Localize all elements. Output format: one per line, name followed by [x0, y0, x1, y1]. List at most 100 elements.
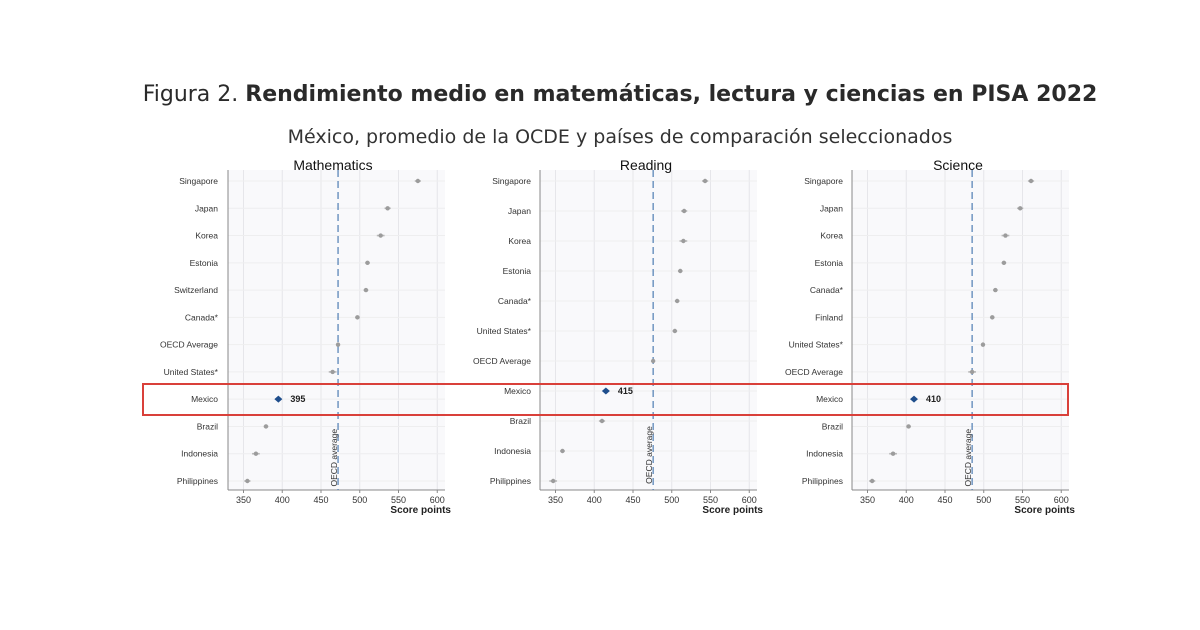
category-label: Switzerland: [174, 285, 218, 295]
x-tick-label: 350: [860, 495, 875, 505]
x-tick-label: 350: [548, 495, 563, 505]
x-tick-label: 600: [742, 495, 757, 505]
category-label: Brazil: [822, 421, 843, 431]
data-point: [681, 208, 687, 214]
x-tick-label: 450: [937, 495, 952, 505]
category-label: Singapore: [804, 176, 843, 186]
category-label: Indonesia: [181, 449, 218, 459]
data-point: [355, 315, 360, 320]
category-label: Brazil: [197, 421, 218, 431]
x-tick-label: 550: [1015, 495, 1030, 505]
x-tick-label: 500: [352, 495, 367, 505]
data-point: [378, 233, 383, 238]
category-label: United States*: [164, 367, 219, 377]
x-tick-label: 450: [313, 495, 328, 505]
category-label: Brazil: [510, 416, 531, 426]
data-point: [385, 206, 390, 211]
data-point: [681, 238, 686, 244]
data-label: 410: [926, 394, 941, 404]
category-label: Mexico: [504, 386, 531, 396]
plot-area: [852, 170, 1069, 490]
data-point: [550, 478, 556, 484]
mexico-highlight-box: [142, 383, 1069, 416]
data-point: [678, 268, 683, 274]
panel-title-reading: Reading: [620, 157, 672, 173]
x-tick-label: 600: [1054, 495, 1069, 505]
data-point: [650, 358, 656, 364]
data-point: [560, 448, 565, 454]
data-point: [993, 287, 998, 293]
category-label: United States*: [789, 340, 844, 350]
category-label: Canada*: [810, 285, 844, 295]
data-point: [702, 178, 708, 184]
x-tick-label: 400: [275, 495, 290, 505]
category-label: United States*: [477, 326, 532, 336]
data-point: [672, 328, 678, 334]
data-point-highlight: [910, 395, 918, 403]
category-label: Mexico: [191, 394, 218, 404]
oecd-average-line-label: OECD average: [329, 429, 339, 487]
category-label: Estonia: [503, 266, 532, 276]
category-label: Finland: [815, 312, 843, 322]
x-tick-label: 550: [391, 495, 406, 505]
category-label: Canada*: [185, 312, 219, 322]
panel-title-mathematics: Mathematics: [293, 157, 372, 173]
figure-subtitle: México, promedio de la OCDE y países de …: [287, 126, 953, 148]
category-label: Japan: [508, 206, 531, 216]
x-tick-label: 500: [976, 495, 991, 505]
data-point: [415, 178, 421, 184]
category-label: Estonia: [815, 258, 844, 268]
category-label: Japan: [195, 203, 218, 213]
data-point-highlight: [601, 387, 610, 395]
plot-area: [228, 170, 445, 490]
data-point: [1001, 260, 1007, 266]
category-label: Indonesia: [806, 449, 843, 459]
chart-panel-mathematics: OECD average Mathematics 350 400 450 500 550 60…: [160, 157, 451, 516]
data-point: [969, 369, 975, 375]
x-axis-title: Score points: [1014, 505, 1075, 516]
figure-title-main: Rendimiento medio en matemáticas, lectur…: [245, 82, 1098, 107]
data-point: [263, 424, 269, 429]
data-point: [890, 451, 896, 456]
x-tick-label: 550: [703, 495, 718, 505]
category-label: Indonesia: [494, 446, 531, 456]
chart-panel-reading: OECD average Reading 350 400 450 500 550 600Sco…: [473, 157, 763, 516]
x-tick-label: 350: [236, 495, 251, 505]
category-label: Korea: [820, 231, 843, 241]
category-label: OECD Average: [160, 340, 218, 350]
category-label: Philippines: [490, 476, 531, 486]
plot-area: [540, 170, 757, 490]
category-label: Singapore: [492, 176, 531, 186]
data-point: [330, 369, 335, 375]
category-label: OECD Average: [473, 356, 531, 366]
data-point: [1028, 178, 1034, 184]
figure-title: Figura 2. Rendimiento medio en matemátic…: [0, 82, 1200, 107]
category-label: Singapore: [179, 176, 218, 186]
data-point: [1003, 233, 1008, 238]
data-point: [1017, 206, 1023, 211]
chart-panel-science: OECD average Science 350 400 450 500 550 600Sco…: [785, 157, 1075, 516]
figure-title-prefix: Figura 2.: [142, 82, 239, 107]
x-tick-label: 450: [625, 495, 640, 505]
x-tick-label: 600: [430, 495, 445, 505]
panel-title-science: Science: [933, 157, 983, 173]
x-tick-label: 500: [664, 495, 679, 505]
x-axis-title: Score points: [702, 505, 763, 516]
oecd-average-line-label: OECD average: [963, 429, 973, 487]
data-label: 395: [290, 394, 305, 404]
category-label: Japan: [820, 203, 843, 213]
category-label: OECD Average: [785, 367, 843, 377]
data-point: [906, 424, 911, 429]
data-point: [365, 260, 370, 266]
data-point: [674, 298, 680, 304]
category-label: Philippines: [802, 476, 843, 486]
data-label: 415: [618, 386, 633, 396]
data-point: [980, 342, 986, 347]
category-label: Mexico: [816, 394, 843, 404]
category-label: Korea: [195, 231, 218, 241]
data-point: [253, 451, 259, 456]
category-label: Estonia: [190, 258, 219, 268]
category-label: Korea: [508, 236, 531, 246]
data-point: [869, 478, 875, 484]
